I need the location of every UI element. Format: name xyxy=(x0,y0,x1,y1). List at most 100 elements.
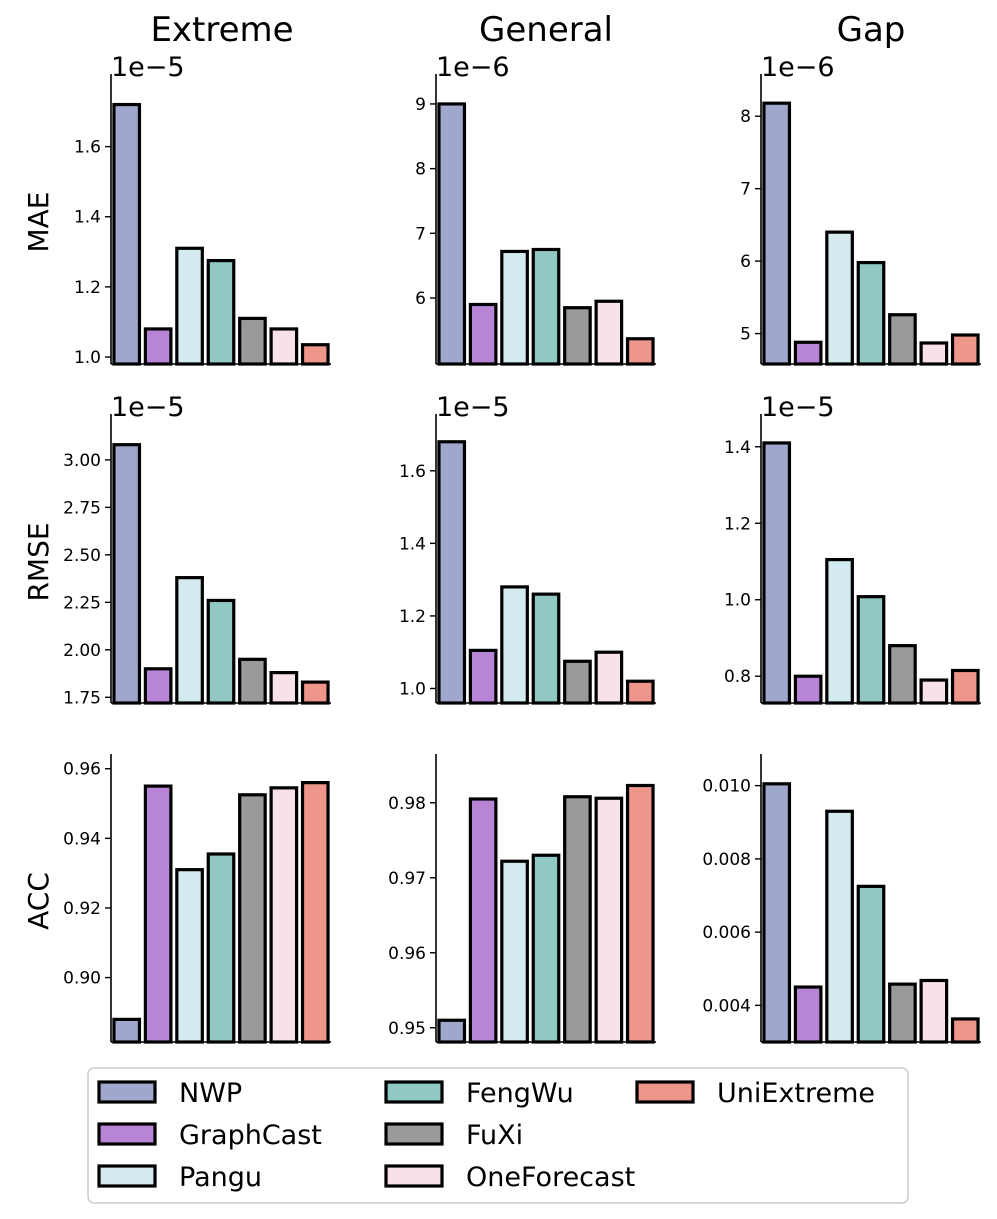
y-tick-label: 1.75 xyxy=(63,688,101,708)
bar-graphcast xyxy=(468,302,498,366)
bar-pangu xyxy=(825,557,854,705)
y-tick-label: 0.96 xyxy=(388,944,426,964)
bar-pangu xyxy=(825,809,854,1044)
y-tick-label: 2.75 xyxy=(63,498,101,518)
y-tick-label: 0.90 xyxy=(63,969,101,989)
y-tick-label: 1.4 xyxy=(399,534,426,554)
legend-frame xyxy=(87,1067,909,1204)
y-tick-label: 7 xyxy=(415,224,426,244)
panel-rmse-general: 1.0 1.2 1.4 1.6 1e−5 xyxy=(399,392,656,705)
bar-oneforecast xyxy=(269,671,299,705)
legend-label: FuXi xyxy=(466,1120,523,1151)
y-tick-label: 1.6 xyxy=(74,138,101,158)
y-tick-label: 1.0 xyxy=(74,348,101,368)
legend-swatch xyxy=(635,1080,695,1104)
bar-fengwu xyxy=(531,592,561,705)
bar-uniextreme xyxy=(950,668,980,705)
chart-panels: 1.0 1.2 1.4 1.6 1e−5 6 7 8 9 1e−6 5 6 7 8 1e−6 1.75 2.00… xyxy=(63,52,981,1044)
bar-uniextreme xyxy=(950,333,980,366)
legend-item-pangu: Pangu xyxy=(97,1162,262,1193)
y-tick-label: 0.97 xyxy=(388,869,426,889)
bar-nwp xyxy=(112,1017,142,1044)
bar-oneforecast xyxy=(919,678,949,705)
column-titles: Extreme General Gap xyxy=(150,10,905,50)
bar-fuxi xyxy=(238,316,267,366)
row-labels: MAE RMSE ACC xyxy=(22,191,55,929)
legend-item-graphcast: GraphCast xyxy=(97,1120,322,1151)
exponent-label: 1e−5 xyxy=(761,392,835,423)
bar-fengwu xyxy=(206,598,236,705)
legend-label: Pangu xyxy=(179,1162,262,1193)
y-tick-label: 9 xyxy=(415,95,426,115)
bar-oneforecast xyxy=(594,650,624,705)
y-tick-label: 0.004 xyxy=(702,996,751,1016)
bar-fengwu xyxy=(531,247,561,366)
bar-graphcast xyxy=(793,985,823,1044)
bar-nwp xyxy=(437,102,467,366)
legend-item-fengwu: FengWu xyxy=(384,1078,574,1109)
exponent-label: 1e−6 xyxy=(761,52,835,83)
bar-graphcast xyxy=(793,674,823,705)
row-label-rmse: RMSE xyxy=(22,522,55,601)
panel-acc-extreme: 0.90 0.92 0.94 0.96 xyxy=(63,754,331,1044)
bar-uniextreme xyxy=(625,337,655,366)
y-tick-label: 1.4 xyxy=(724,438,751,458)
bar-nwp xyxy=(762,441,792,705)
bar-oneforecast xyxy=(269,327,299,366)
y-tick-label: 1.2 xyxy=(74,278,101,298)
y-tick-label: 0.8 xyxy=(724,667,751,687)
bar-uniextreme xyxy=(300,680,330,705)
exponent-label: 1e−6 xyxy=(436,52,510,83)
bar-fuxi xyxy=(563,659,592,705)
bar-pangu xyxy=(500,585,529,705)
bar-nwp xyxy=(762,782,792,1044)
bar-fuxi xyxy=(888,982,917,1044)
column-title-gap: Gap xyxy=(837,10,906,50)
exponent-label: 1e−5 xyxy=(111,52,185,83)
legend-item-nwp: NWP xyxy=(97,1078,242,1109)
bar-graphcast xyxy=(468,648,498,705)
bar-oneforecast xyxy=(269,786,299,1044)
bar-graphcast xyxy=(143,327,173,366)
y-tick-label: 5 xyxy=(740,325,751,345)
bar-nwp xyxy=(437,1018,467,1044)
bar-oneforecast xyxy=(594,299,624,366)
legend-label: OneForecast xyxy=(466,1162,635,1193)
bar-fuxi xyxy=(238,793,267,1044)
panel-mae-general: 6 7 8 9 1e−6 xyxy=(415,52,656,366)
y-tick-label: 6 xyxy=(415,289,426,309)
bar-pangu xyxy=(500,249,529,366)
bar-uniextreme xyxy=(950,1017,980,1044)
bar-oneforecast xyxy=(919,341,949,366)
y-tick-label: 2.50 xyxy=(63,546,101,566)
legend-item-fuxi: FuXi xyxy=(384,1120,523,1151)
bar-nwp xyxy=(437,440,467,705)
y-tick-label: 8 xyxy=(740,107,751,127)
legend-swatch xyxy=(97,1122,157,1146)
bar-nwp xyxy=(112,102,142,366)
panel-rmse-gap: 0.8 1.0 1.2 1.4 1e−5 xyxy=(724,392,981,705)
legend-swatch xyxy=(97,1080,157,1104)
y-tick-label: 6 xyxy=(740,252,751,272)
bar-fuxi xyxy=(563,306,592,366)
y-tick-label: 1.0 xyxy=(724,591,751,611)
panel-rmse-extreme: 1.75 2.00 2.25 2.50 2.75 3.00 1e−5 xyxy=(63,392,331,708)
bar-fengwu xyxy=(206,258,236,366)
exponent-label: 1e−5 xyxy=(436,392,510,423)
legend-swatch xyxy=(384,1122,444,1146)
y-tick-label: 0.98 xyxy=(388,794,426,814)
y-tick-label: 1.0 xyxy=(399,679,426,699)
bar-fuxi xyxy=(238,657,267,705)
bar-fuxi xyxy=(563,795,592,1044)
bar-pangu xyxy=(175,868,204,1044)
panel-mae-extreme: 1.0 1.2 1.4 1.6 1e−5 xyxy=(74,52,331,368)
exponent-label: 1e−5 xyxy=(111,392,185,423)
bar-fengwu xyxy=(856,595,886,705)
legend-item-oneforecast: OneForecast xyxy=(384,1162,635,1193)
y-tick-label: 1.4 xyxy=(74,208,101,228)
y-tick-label: 0.96 xyxy=(63,760,101,780)
panel-acc-general: 0.95 0.96 0.97 0.98 xyxy=(388,754,656,1044)
bar-fengwu xyxy=(531,853,561,1044)
y-tick-label: 3.00 xyxy=(63,451,101,471)
